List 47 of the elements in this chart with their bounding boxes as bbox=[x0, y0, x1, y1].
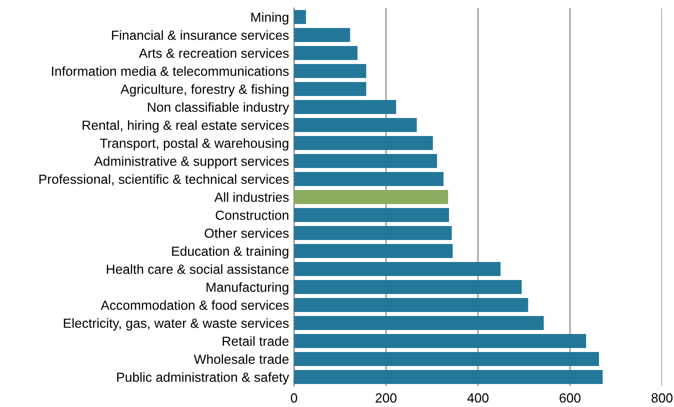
y-tick-label: Non classifiable industry bbox=[148, 102, 290, 115]
x-tick-label: 800 bbox=[652, 393, 672, 403]
bar bbox=[294, 154, 438, 168]
bar bbox=[294, 10, 306, 24]
y-tick-label: All industries bbox=[214, 192, 289, 202]
y-tick-label: Accommodation & food services bbox=[100, 300, 289, 310]
y-tick-label: Agriculture, forestry & fishing bbox=[120, 84, 288, 97]
y-tick-label: Retail trade bbox=[222, 336, 289, 346]
bar bbox=[294, 370, 603, 384]
bar bbox=[294, 352, 599, 366]
bar bbox=[294, 334, 586, 348]
x-tick-label: 600 bbox=[560, 393, 580, 403]
y-tick-label: Wholesale trade bbox=[194, 354, 289, 364]
y-tick-label: Other services bbox=[204, 228, 289, 238]
bar bbox=[294, 226, 452, 240]
y-tick-label: Education & training bbox=[172, 246, 288, 259]
y-tick-label: Public administration & safety bbox=[117, 372, 290, 385]
bar bbox=[294, 172, 444, 186]
bar bbox=[294, 82, 366, 96]
y-tick-label: Arts & recreation services bbox=[138, 48, 289, 58]
bar bbox=[294, 244, 453, 258]
bar bbox=[294, 118, 417, 132]
y-tick-label: Professional, scientific & technical services bbox=[39, 174, 289, 186]
x-tick-label: 0 bbox=[290, 393, 298, 403]
bar bbox=[294, 298, 528, 312]
y-tick-label: Administrative & support services bbox=[94, 156, 289, 169]
bar bbox=[294, 316, 544, 330]
bar bbox=[294, 64, 366, 78]
y-tick-label: Health care & social assistance bbox=[106, 264, 289, 274]
bar bbox=[294, 262, 501, 276]
y-tick-label: Mining bbox=[251, 12, 288, 25]
bar bbox=[294, 100, 396, 114]
y-tick-label: Transport, postal & warehousing bbox=[100, 138, 288, 151]
bar bbox=[294, 208, 450, 222]
y-tick-label: Construction bbox=[216, 210, 288, 220]
bar bbox=[294, 28, 350, 42]
y-tick-label: Electricity, gas, water & waste services bbox=[64, 318, 289, 331]
x-tick-label: 200 bbox=[376, 393, 396, 403]
bar bbox=[294, 280, 522, 294]
bar bbox=[294, 190, 448, 204]
y-tick-label: Information media & telecommunications bbox=[52, 66, 289, 76]
y-tick-label: Rental, hiring & real estate services bbox=[82, 120, 289, 133]
y-tick-label: Manufacturing bbox=[206, 282, 288, 295]
bar bbox=[294, 46, 358, 60]
x-tick-label: 400 bbox=[467, 393, 488, 403]
bar bbox=[294, 136, 433, 150]
y-tick-label: Financial & insurance services bbox=[112, 30, 289, 40]
